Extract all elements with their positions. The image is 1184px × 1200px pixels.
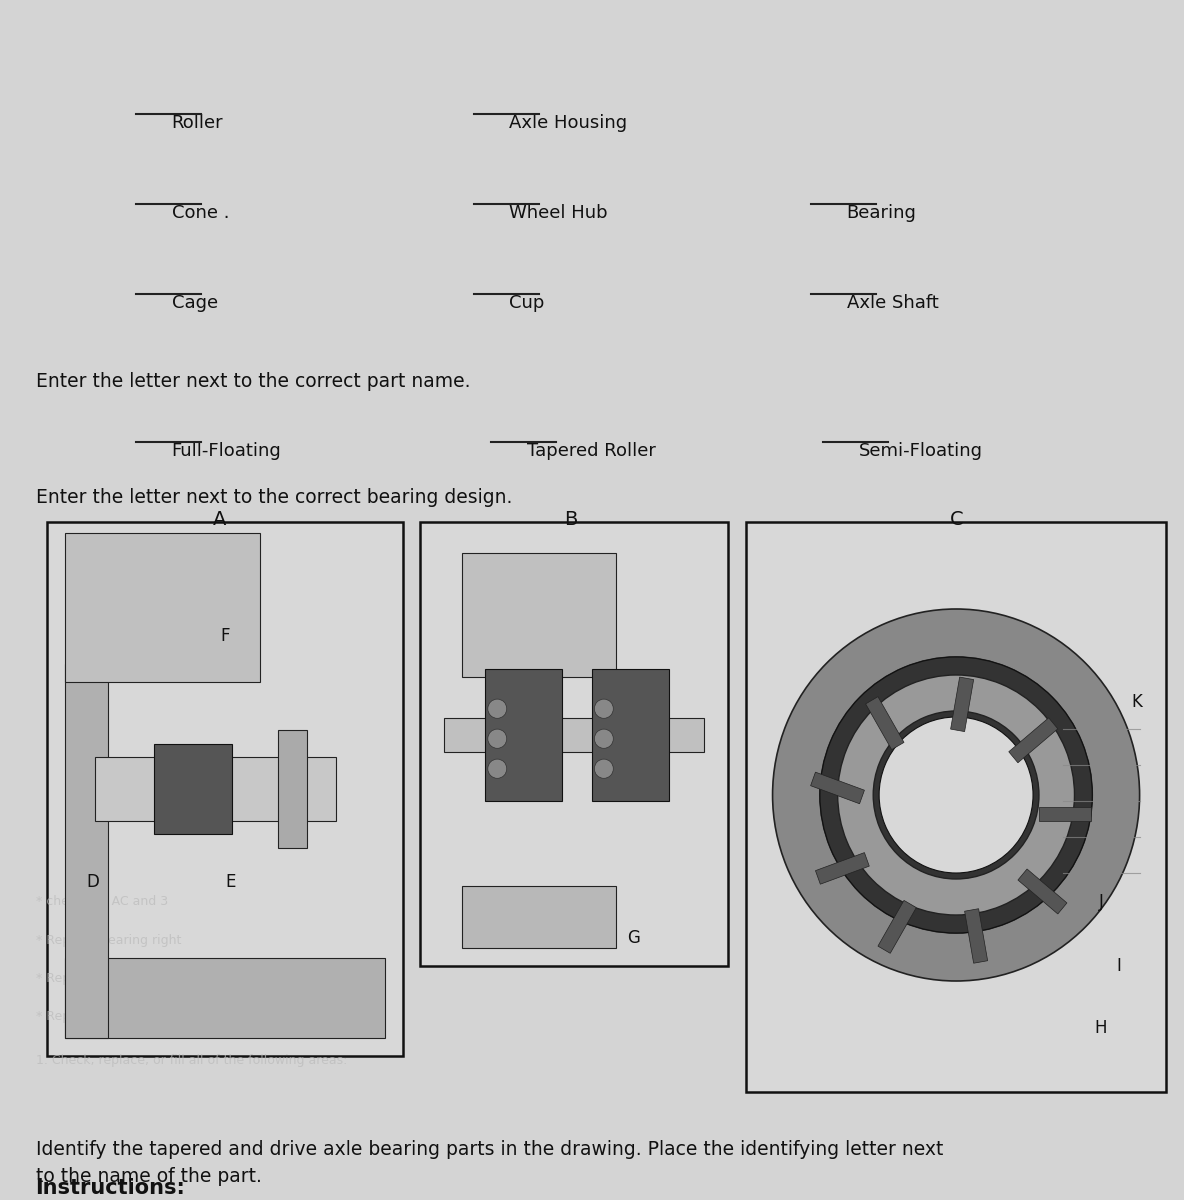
Text: D: D <box>86 874 98 890</box>
Circle shape <box>488 730 507 749</box>
Bar <box>65 533 260 682</box>
Text: E: E <box>226 874 236 890</box>
Bar <box>1009 718 1057 763</box>
Text: Wheel Hub: Wheel Hub <box>509 204 607 222</box>
Bar <box>485 670 562 802</box>
Bar <box>746 522 1166 1092</box>
Bar <box>1040 808 1092 822</box>
Bar <box>816 852 869 884</box>
Text: Roller: Roller <box>172 114 224 132</box>
Text: Tapered Roller: Tapered Roller <box>527 442 656 460</box>
Bar <box>951 677 973 732</box>
Text: A: A <box>212 510 226 529</box>
Text: Cup: Cup <box>509 294 545 312</box>
Circle shape <box>488 760 507 779</box>
Text: Enter the letter next to the correct part name.: Enter the letter next to the correct par… <box>36 372 470 391</box>
Text: I: I <box>1117 958 1121 974</box>
Text: Axle Shaft: Axle Shaft <box>847 294 938 312</box>
Bar <box>444 719 704 752</box>
Text: J: J <box>1099 893 1103 912</box>
Text: Axle Housing: Axle Housing <box>509 114 628 132</box>
Circle shape <box>594 700 613 719</box>
Bar <box>462 553 616 677</box>
Text: K: K <box>1131 692 1143 710</box>
Bar <box>1018 869 1067 914</box>
Bar <box>65 958 385 1038</box>
Text: * Replace bearing right: * Replace bearing right <box>36 934 181 947</box>
Bar <box>154 744 232 834</box>
Text: * Replace bearing slide: * Replace bearing slide <box>36 1010 181 1024</box>
Bar <box>95 757 336 821</box>
Text: 1. Check, replace, or fill all of the following areas:: 1. Check, replace, or fill all of the fo… <box>36 1054 347 1067</box>
Bar <box>965 908 987 964</box>
Bar <box>278 731 307 847</box>
Text: C: C <box>950 510 964 529</box>
Circle shape <box>594 730 613 749</box>
Text: Semi-Floating: Semi-Floating <box>858 442 983 460</box>
Wedge shape <box>772 610 1140 982</box>
Text: Identify the tapered and drive axle bearing parts in the drawing. Place the iden: Identify the tapered and drive axle bear… <box>36 1140 942 1187</box>
Wedge shape <box>838 674 1075 916</box>
Text: Full-Floating: Full-Floating <box>172 442 282 460</box>
Text: F: F <box>220 626 230 646</box>
Text: * check the AC and 3: * check the AC and 3 <box>36 895 168 908</box>
Bar <box>866 697 905 750</box>
Circle shape <box>488 700 507 719</box>
Text: Enter the letter next to the correct bearing design.: Enter the letter next to the correct bea… <box>36 488 511 508</box>
Text: Bearing: Bearing <box>847 204 916 222</box>
Bar <box>420 522 728 966</box>
Text: Cone .: Cone . <box>172 204 230 222</box>
Bar <box>65 665 108 1038</box>
Circle shape <box>594 760 613 779</box>
Text: Instructions:: Instructions: <box>36 1178 186 1199</box>
Wedge shape <box>819 658 1093 934</box>
Bar <box>877 900 916 953</box>
Bar <box>592 670 669 802</box>
Text: B: B <box>564 510 578 529</box>
Bar <box>47 522 403 1056</box>
Bar <box>811 772 864 804</box>
Text: * Replace bearing right: * Replace bearing right <box>36 972 181 985</box>
Text: G: G <box>628 929 639 948</box>
Text: H: H <box>1095 1020 1107 1037</box>
Text: Cage: Cage <box>172 294 218 312</box>
Bar <box>462 886 616 948</box>
